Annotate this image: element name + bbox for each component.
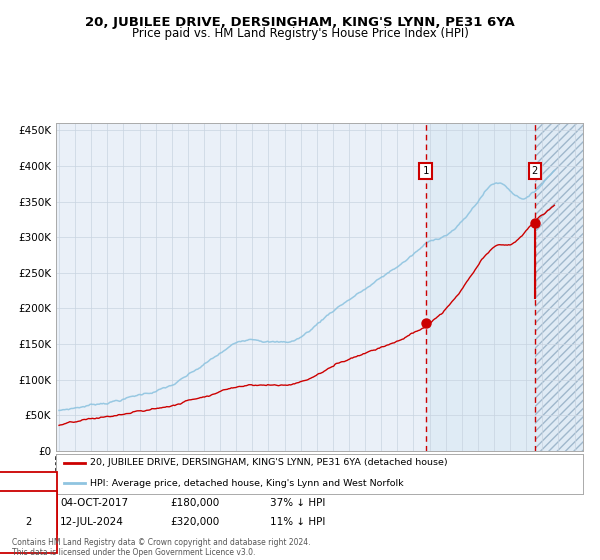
Text: 20, JUBILEE DRIVE, DERSINGHAM, KING'S LYNN, PE31 6YA: 20, JUBILEE DRIVE, DERSINGHAM, KING'S LY…	[85, 16, 515, 29]
Text: £320,000: £320,000	[170, 517, 219, 527]
Text: 1: 1	[25, 498, 31, 508]
Text: 2: 2	[532, 166, 538, 176]
Text: 11% ↓ HPI: 11% ↓ HPI	[270, 517, 325, 527]
Text: 12-JUL-2024: 12-JUL-2024	[60, 517, 124, 527]
Text: 37% ↓ HPI: 37% ↓ HPI	[270, 498, 325, 508]
Text: 2: 2	[25, 517, 31, 527]
Text: 20, JUBILEE DRIVE, DERSINGHAM, KING'S LYNN, PE31 6YA (detached house): 20, JUBILEE DRIVE, DERSINGHAM, KING'S LY…	[90, 459, 448, 468]
Bar	[425, 123, 535, 451]
Text: £180,000: £180,000	[170, 498, 219, 508]
Text: 04-OCT-2017: 04-OCT-2017	[60, 498, 128, 508]
Text: 1: 1	[422, 166, 428, 176]
Bar	[535, 123, 583, 451]
Bar	[535, 123, 583, 451]
Text: Price paid vs. HM Land Registry's House Price Index (HPI): Price paid vs. HM Land Registry's House …	[131, 27, 469, 40]
Text: HPI: Average price, detached house, King's Lynn and West Norfolk: HPI: Average price, detached house, King…	[90, 479, 404, 488]
Text: Contains HM Land Registry data © Crown copyright and database right 2024.
This d: Contains HM Land Registry data © Crown c…	[12, 538, 311, 557]
